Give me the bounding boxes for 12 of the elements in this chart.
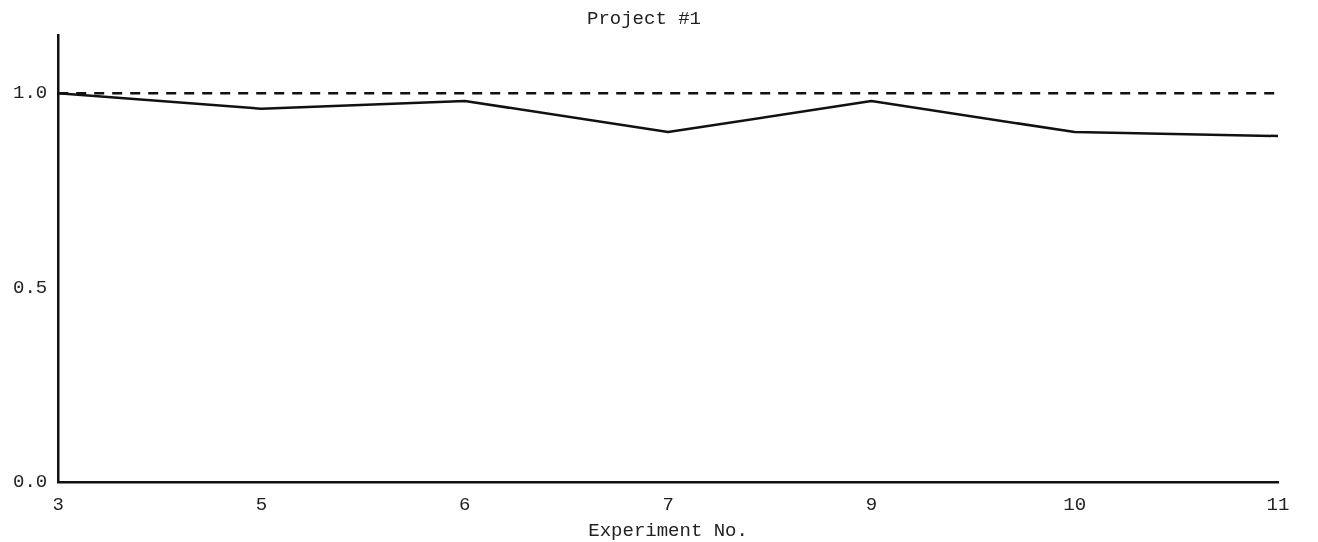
y-tick-label: 1.0	[12, 82, 48, 105]
x-tick-label: 9	[865, 493, 878, 516]
x-tick-label: 5	[255, 493, 268, 516]
chart-title: Project #1	[586, 8, 702, 31]
x-axis-title: Experiment No.	[588, 519, 748, 542]
x-tick-label: 10	[1063, 493, 1087, 516]
y-tick-label: 0.5	[12, 276, 48, 299]
x-tick-label: 7	[662, 493, 674, 516]
x-tick-label: 11	[1266, 493, 1290, 516]
y-tick-label: 0.0	[12, 471, 48, 494]
x-tick-label: 6	[459, 493, 471, 516]
x-tick-label: 3	[52, 493, 64, 516]
